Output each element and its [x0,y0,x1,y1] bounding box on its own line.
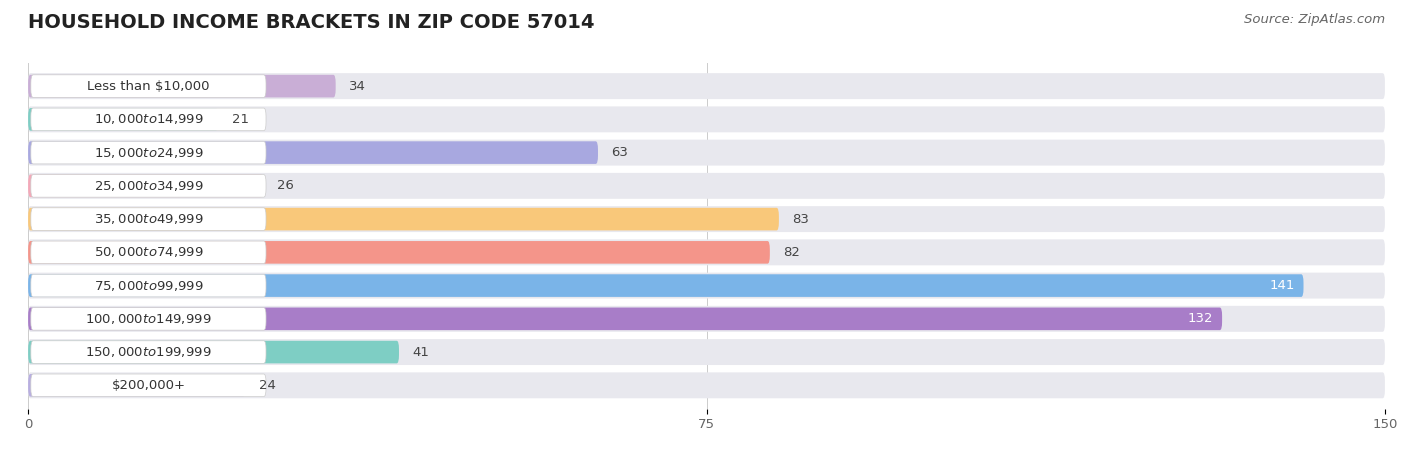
Text: 26: 26 [277,179,294,192]
FancyBboxPatch shape [28,208,779,230]
Text: 82: 82 [783,246,800,259]
FancyBboxPatch shape [31,208,266,230]
Text: HOUSEHOLD INCOME BRACKETS IN ZIP CODE 57014: HOUSEHOLD INCOME BRACKETS IN ZIP CODE 57… [28,13,595,32]
FancyBboxPatch shape [28,73,1385,99]
FancyBboxPatch shape [28,306,1385,332]
FancyBboxPatch shape [28,274,1303,297]
FancyBboxPatch shape [31,374,266,396]
Text: 34: 34 [349,79,366,92]
FancyBboxPatch shape [28,75,336,97]
Text: Source: ZipAtlas.com: Source: ZipAtlas.com [1244,13,1385,26]
FancyBboxPatch shape [28,372,1385,398]
FancyBboxPatch shape [31,241,266,264]
Text: Less than $10,000: Less than $10,000 [87,79,209,92]
Text: $200,000+: $200,000+ [111,379,186,392]
FancyBboxPatch shape [28,239,1385,265]
Text: 83: 83 [793,213,810,225]
FancyBboxPatch shape [28,241,770,264]
FancyBboxPatch shape [28,175,263,197]
FancyBboxPatch shape [31,75,266,97]
FancyBboxPatch shape [28,341,399,363]
Text: 24: 24 [259,379,276,392]
Text: $150,000 to $199,999: $150,000 to $199,999 [86,345,212,359]
FancyBboxPatch shape [28,106,1385,132]
FancyBboxPatch shape [28,108,218,131]
Text: $35,000 to $49,999: $35,000 to $49,999 [94,212,204,226]
Text: $50,000 to $74,999: $50,000 to $74,999 [94,245,204,260]
FancyBboxPatch shape [28,140,1385,166]
Text: 141: 141 [1270,279,1295,292]
FancyBboxPatch shape [28,308,1222,330]
FancyBboxPatch shape [31,308,266,330]
Text: $15,000 to $24,999: $15,000 to $24,999 [94,145,204,159]
Text: $10,000 to $14,999: $10,000 to $14,999 [94,112,204,126]
Text: $100,000 to $149,999: $100,000 to $149,999 [86,312,212,326]
Text: 63: 63 [612,146,628,159]
Text: $25,000 to $34,999: $25,000 to $34,999 [94,179,204,193]
FancyBboxPatch shape [28,374,245,396]
FancyBboxPatch shape [28,339,1385,365]
FancyBboxPatch shape [31,341,266,363]
Text: 21: 21 [232,113,249,126]
FancyBboxPatch shape [28,173,1385,199]
FancyBboxPatch shape [28,273,1385,299]
Text: $75,000 to $99,999: $75,000 to $99,999 [94,278,204,293]
FancyBboxPatch shape [31,141,266,164]
FancyBboxPatch shape [28,206,1385,232]
Text: 41: 41 [412,346,429,359]
FancyBboxPatch shape [31,175,266,197]
FancyBboxPatch shape [31,108,266,131]
Text: 132: 132 [1188,313,1213,326]
FancyBboxPatch shape [31,274,266,297]
FancyBboxPatch shape [28,141,598,164]
